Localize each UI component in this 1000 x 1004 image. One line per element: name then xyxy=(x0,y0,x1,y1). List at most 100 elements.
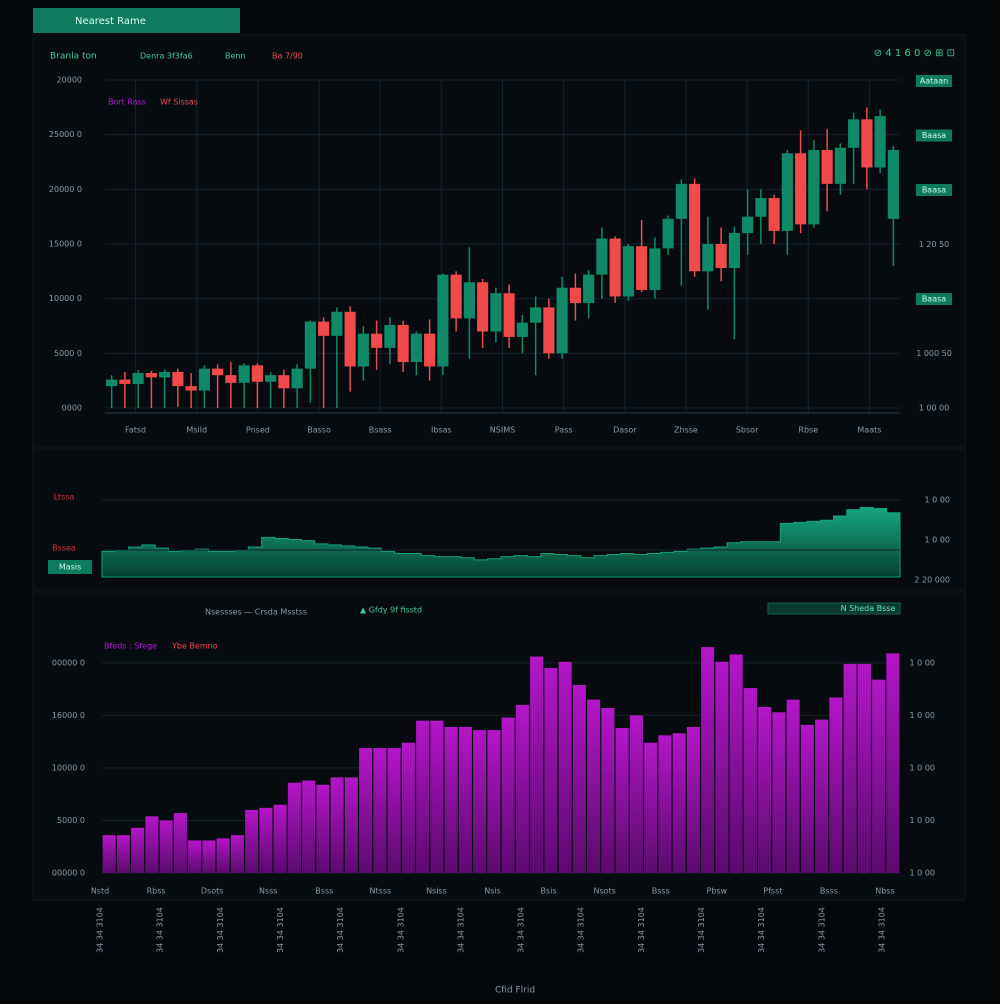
legend-entry: Ybe Bemno xyxy=(171,642,218,651)
bar xyxy=(188,840,202,873)
bar xyxy=(587,699,601,873)
tab-label[interactable]: Nearest Rame xyxy=(75,16,146,27)
candle-body xyxy=(291,368,303,389)
candle-body xyxy=(357,333,369,367)
panel-button[interactable] xyxy=(767,602,901,615)
right-label: 1 0 00 xyxy=(925,496,950,505)
candle-body xyxy=(198,368,210,391)
bar xyxy=(786,699,800,873)
legend-entry: Wf Sissas xyxy=(160,98,198,107)
x-tick-label-rotated: 34 34 3104 xyxy=(697,907,706,953)
bar xyxy=(672,733,686,873)
x-tick-label: Nstd xyxy=(91,887,109,896)
x-tick-label: Pass xyxy=(555,426,573,435)
candle-body xyxy=(145,373,157,378)
y-tick-label: 0000 xyxy=(62,404,82,413)
candle-body xyxy=(119,379,131,384)
right-label: Baasa xyxy=(922,295,946,304)
price-tag xyxy=(916,129,952,142)
footer: Cfid Flrid xyxy=(495,986,535,996)
bar xyxy=(772,712,786,873)
tag xyxy=(48,560,92,574)
candle-body xyxy=(437,274,449,367)
bar xyxy=(501,717,515,873)
x-tick-label: Msild xyxy=(186,426,207,435)
tab[interactable] xyxy=(33,8,240,33)
candle-body xyxy=(689,183,701,272)
bar xyxy=(815,719,829,873)
x-tick-label-rotated: 34 34 3104 xyxy=(156,907,165,953)
bar xyxy=(145,816,159,873)
candle-body xyxy=(450,274,462,319)
x-tick-label: Dasor xyxy=(613,426,637,435)
x-tick-label-rotated: 34 34 3104 xyxy=(96,907,105,953)
x-tick-label-rotated: 34 34 3104 xyxy=(216,907,225,953)
candle-body xyxy=(304,321,316,369)
bar xyxy=(344,777,358,873)
x-tick-label: Sbsor xyxy=(736,426,759,435)
bar xyxy=(387,747,401,873)
x-tick-label-rotated: 34 34 3104 xyxy=(276,907,285,953)
bar xyxy=(686,726,700,873)
price-panel xyxy=(32,34,966,448)
candle-body xyxy=(490,293,502,332)
candle-body xyxy=(609,238,621,297)
bar xyxy=(416,720,430,873)
x-tick-label: Pnsed xyxy=(246,426,270,435)
candle-body xyxy=(516,322,528,337)
price-tag xyxy=(916,75,952,87)
right-label: 1 0 00 xyxy=(925,536,950,545)
bar xyxy=(373,747,387,873)
bar xyxy=(287,782,301,873)
price-tag xyxy=(916,184,952,196)
candle-body xyxy=(795,153,807,225)
candle-body xyxy=(755,198,767,217)
candle-body xyxy=(251,365,263,382)
x-tick-label: Nsis xyxy=(484,887,501,896)
left-label: Ltssa xyxy=(54,493,75,502)
bar xyxy=(729,654,743,873)
bar xyxy=(829,697,843,873)
bar xyxy=(758,706,772,873)
header-legend: Benn xyxy=(225,52,246,61)
bar xyxy=(487,730,501,873)
panel-button-label[interactable]: N Sheda Bsse xyxy=(841,604,896,613)
right-label: Aataan xyxy=(920,77,948,86)
x-tick-label: Bsass xyxy=(369,426,392,435)
bar xyxy=(530,656,544,873)
bar xyxy=(444,726,458,873)
y-tick-label: 16000 0 xyxy=(52,711,85,720)
candle-body xyxy=(225,375,237,383)
candle-body xyxy=(238,365,250,383)
panel-header: Nsessses — Crsda Msstss xyxy=(205,608,307,617)
candle-body xyxy=(132,373,144,384)
candle-body xyxy=(675,183,687,219)
x-tick-label: NSIMS xyxy=(490,426,515,435)
candle-body xyxy=(649,248,661,290)
y-tick-label: 20000 xyxy=(57,76,82,85)
bar xyxy=(259,807,273,873)
bar xyxy=(743,688,757,873)
candle-body xyxy=(861,119,873,168)
y-tick-label: 15000 0 xyxy=(49,240,82,249)
candle-body xyxy=(344,311,356,367)
candle-body xyxy=(212,368,224,376)
candle-body xyxy=(728,233,740,269)
x-tick-label-rotated: 34 34 3104 xyxy=(878,907,887,953)
left-label: Bssea xyxy=(52,544,76,553)
bar xyxy=(330,777,344,873)
right-label: 1 0 00 xyxy=(910,711,935,720)
y-tick-label: 5000 0 xyxy=(57,816,85,825)
x-tick-label: Bsss xyxy=(820,887,838,896)
bar xyxy=(173,813,187,873)
candle-body xyxy=(583,274,595,304)
right-label: 1 0 00 xyxy=(910,869,935,878)
x-tick-label: Bsis xyxy=(541,887,557,896)
x-tick-label: Bsss xyxy=(652,887,670,896)
x-tick-label: Nsss xyxy=(259,887,278,896)
bar xyxy=(430,720,444,873)
bar xyxy=(800,724,814,873)
right-label: 1 000 50 xyxy=(916,349,952,358)
toolbar[interactable]: ⊘ 4 1 6 0 ⊘ ⊞ ⊡ xyxy=(874,48,955,59)
